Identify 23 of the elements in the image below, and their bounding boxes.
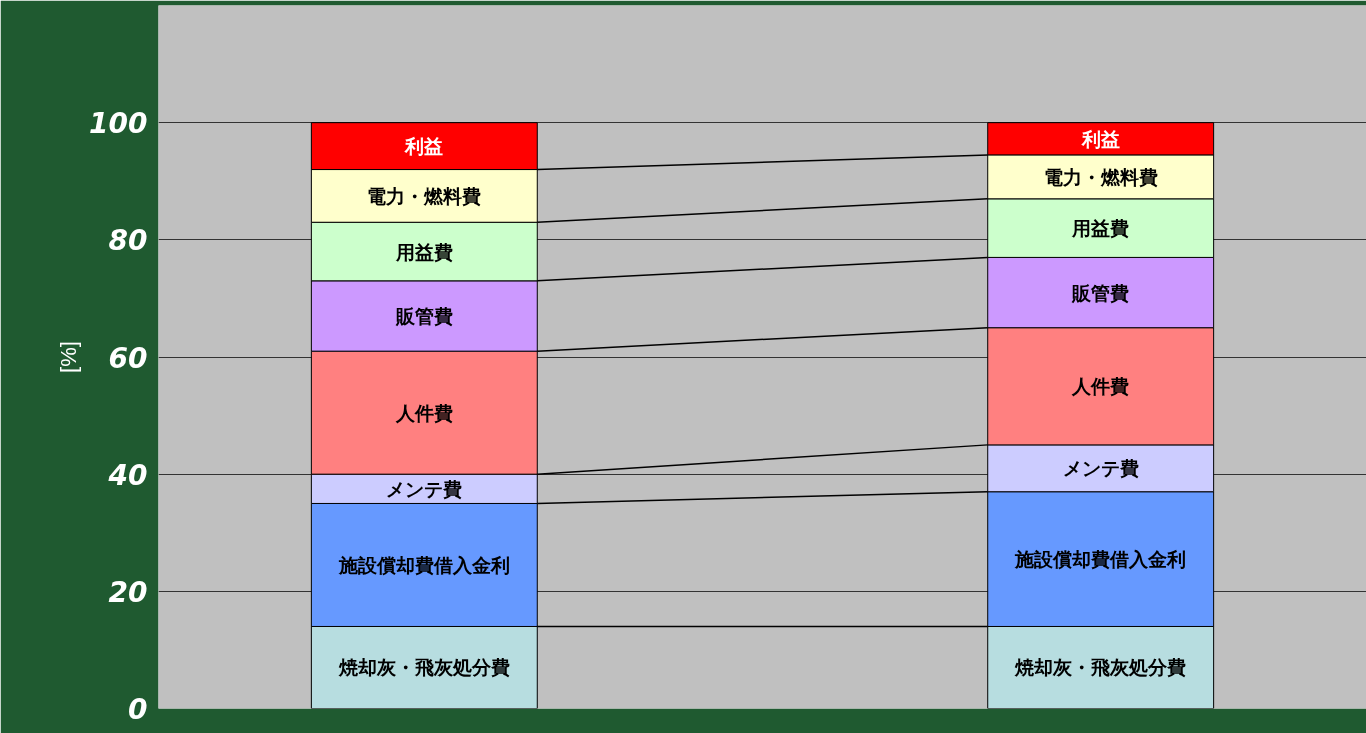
y-tick-label: 40 [107, 458, 148, 492]
y-tick-label: 60 [108, 341, 148, 375]
y-tick-label: 20 [108, 575, 148, 609]
series-label: メンテ費 [386, 477, 463, 500]
series-label: 用益費 [394, 240, 453, 263]
y-tick-label: 0 [128, 693, 148, 726]
series-label: 施設償却費借入金利 [337, 553, 510, 576]
series-label: 電力・燃料費 [1043, 165, 1158, 188]
y-axis-title: [%] [56, 341, 82, 373]
text: 施設償却費借入金利 [1015, 548, 1187, 571]
y-tick-label: 100 [89, 107, 148, 141]
text: 販管費 [1072, 281, 1130, 304]
text: 電力・燃料費 [367, 184, 482, 207]
text: 焼却灰・飛灰処分費 [1015, 656, 1187, 679]
series-label: 人件費 [1071, 375, 1130, 398]
series-label: 販管費 [394, 304, 453, 327]
series-label: 焼却灰・飛灰処分費 [337, 656, 510, 679]
text: メンテ費 [1062, 457, 1139, 480]
text: 人件費 [395, 401, 453, 424]
text: 利益 [405, 135, 444, 158]
y-tick-label: 80 [108, 224, 148, 258]
series-label: 利益 [1080, 127, 1120, 150]
text: 用益費 [1072, 217, 1130, 240]
